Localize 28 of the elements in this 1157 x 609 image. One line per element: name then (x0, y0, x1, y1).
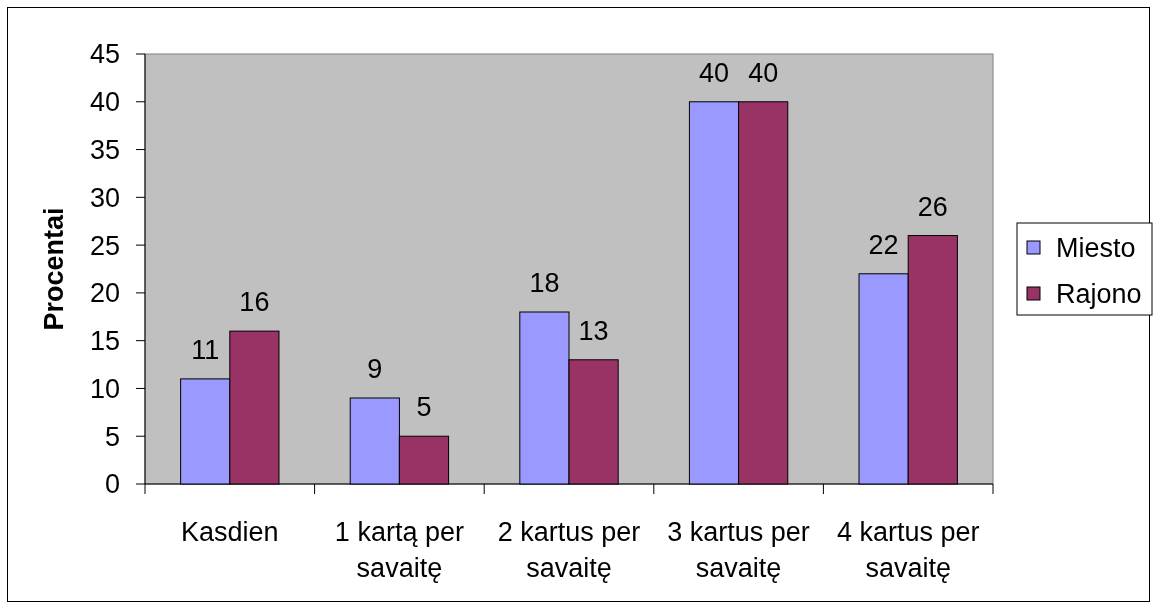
data-label: 16 (239, 287, 270, 318)
data-label: 13 (578, 315, 609, 346)
data-label: 40 (748, 57, 779, 88)
y-tick-label: 45 (89, 39, 120, 70)
y-tick-label: 5 (104, 421, 120, 452)
y-tick-label: 35 (89, 135, 120, 166)
legend-label: Rajono (1056, 278, 1142, 309)
y-tick-label: 20 (89, 278, 120, 309)
x-tick-label: 4 kartus per savaitę (836, 517, 980, 583)
y-tick-label: 10 (89, 373, 120, 404)
data-label: 11 (191, 334, 220, 365)
y-tick-label: 30 (89, 182, 120, 213)
x-tick-label: 1 kartą per savaitę (334, 517, 464, 583)
data-label: 26 (917, 191, 948, 222)
data-label: 18 (529, 268, 560, 298)
y-tick-label: 0 (104, 469, 120, 500)
y-tick-label: 25 (89, 230, 120, 261)
x-tick-label: 2 kartus per savaitę (497, 517, 641, 583)
y-tick-label: 15 (89, 326, 120, 357)
y-tick-label: 40 (89, 87, 120, 118)
data-label: 40 (698, 57, 730, 88)
data-label: 5 (416, 392, 432, 423)
data-label: 9 (367, 354, 383, 384)
x-tick-label: Kasdien (181, 517, 279, 547)
legend-label: Miesto (1056, 232, 1136, 263)
y-axis-title: Procentai (39, 207, 70, 331)
x-tick-label: 3 kartus per savaitę (667, 517, 810, 583)
data-label: 22 (868, 229, 899, 260)
